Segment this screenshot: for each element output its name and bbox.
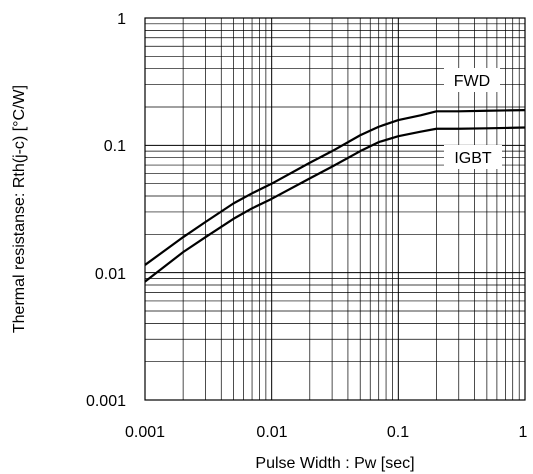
y-tick-label: 0.1	[104, 138, 126, 155]
x-tick-label: 0.1	[387, 424, 409, 441]
plot-frame	[144, 17, 526, 401]
x-tick-labels: 0.001 0.01 0.1 1	[125, 424, 528, 441]
series-label-igbt: IGBT	[454, 150, 492, 167]
series-label-fwd: FWD	[454, 73, 490, 90]
x-tick-label: 0.01	[256, 424, 287, 441]
fwd-label-box	[444, 68, 500, 92]
x-axis-title: Pulse Width : Pw [sec]	[255, 455, 414, 472]
igbt-label-box	[444, 145, 502, 169]
series-line-fwd	[144, 109, 526, 266]
y-tick-label: 0.001	[86, 393, 126, 410]
x-tick-label: 0.001	[125, 424, 165, 441]
x-tick-label: 1	[519, 424, 528, 441]
y-tick-label: 0.01	[95, 266, 126, 283]
y-tick-label: 1	[117, 11, 126, 28]
grid-lines	[145, 18, 525, 400]
y-axis-title: Thermal resistanse: Rth(j-c) [°C/W]	[11, 85, 28, 333]
series-labels: FWD IGBT	[444, 68, 502, 169]
y-tick-labels: 1 0.1 0.01 0.001	[86, 11, 126, 410]
series-curves	[144, 109, 526, 283]
series-line-igbt	[144, 126, 526, 283]
